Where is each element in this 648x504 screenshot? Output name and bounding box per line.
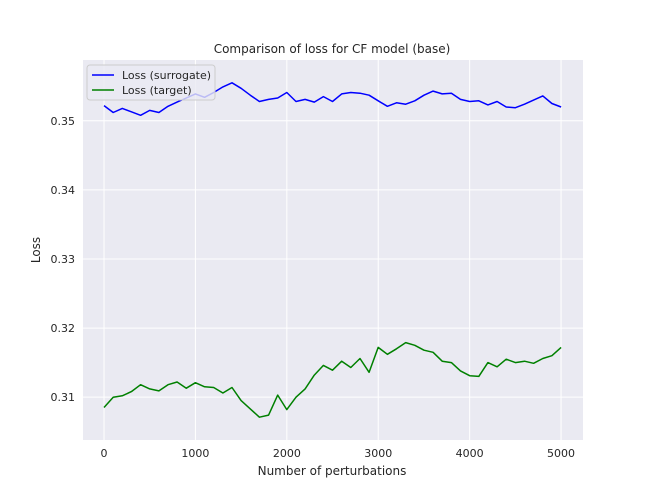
y-tick-label: 0.34 [51,184,76,197]
series-layer [103,82,562,418]
y-tick-label: 0.32 [51,322,76,335]
y-axis-title: Loss [29,237,43,263]
y-tick-label: 0.31 [51,391,76,404]
x-axis-title: Number of perturbations [258,464,407,478]
x-tick-label: 2000 [273,447,301,460]
x-tick-label: 3000 [364,447,392,460]
legend-box [86,64,216,101]
x-tick-label: 5000 [547,447,575,460]
legend-label-target: Loss (target) [122,84,192,97]
legend-label-surrogate: Loss (surrogate) [122,69,211,82]
y-tick-label: 0.35 [51,115,76,128]
grid-lines [83,60,583,440]
series-line-0 [103,82,562,117]
tick-labels: 0 1000 2000 3000 4000 5000 0.31 0.32 0.33 0.34 0.3… [51,115,576,460]
plot-area [83,60,583,440]
legend: Loss (surrogate) Loss (target) [86,64,216,101]
chart-title: Comparison of loss for CF model (base) [214,42,451,56]
series-line-1 [103,341,562,418]
x-tick-label: 1000 [181,447,209,460]
y-tick-label: 0.33 [51,253,76,266]
x-tick-label: 0 [101,447,108,460]
x-tick-label: 4000 [456,447,484,460]
